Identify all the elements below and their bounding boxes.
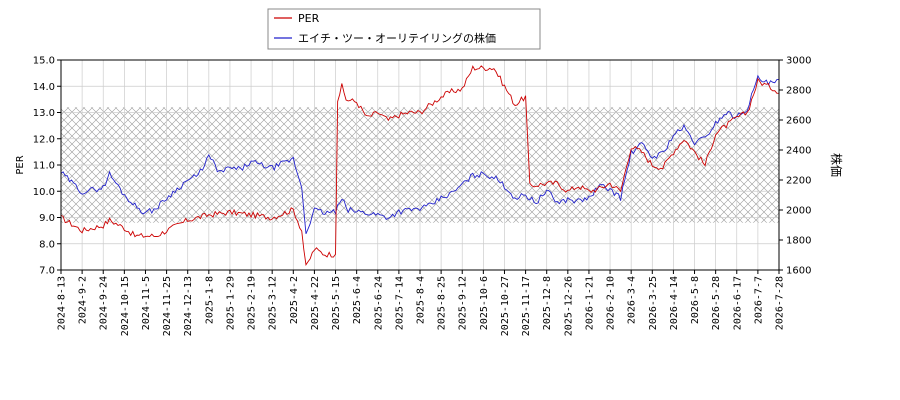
y-left-tick-label: 14.0 [33, 82, 55, 93]
x-tick-label: 2026-2-10 [606, 276, 617, 330]
x-tick-label: 2026-7-7 [753, 276, 764, 324]
y-right-tick-label: 1800 [786, 236, 811, 247]
x-tick-label: 2025-10-27 [500, 276, 511, 336]
x-tick-label: 2024-9-24 [99, 276, 110, 330]
y-left-tick-label: 15.0 [33, 56, 55, 67]
y-left-tick-label: 10.0 [33, 187, 55, 198]
x-tick-label: 2026-5-28 [711, 276, 722, 330]
y-axis-right-label: 株価 [829, 153, 844, 177]
y-left-tick-label: 7.0 [39, 266, 55, 277]
y-right-tick-label: 2400 [786, 146, 811, 157]
y-right-tick-label: 2200 [786, 176, 811, 187]
x-tick-label: 2025-11-17 [521, 276, 532, 336]
per-series-line [61, 65, 779, 266]
x-tick-label: 2025-6-24 [373, 276, 384, 330]
y-axis-left: 7.0 8.0 9.0 10.0 11.0 12.0 13.0 14.0 15.0 [33, 56, 61, 277]
y-right-tick-label: 1600 [786, 266, 811, 277]
x-tick-label: 2024-10-15 [120, 276, 131, 336]
x-tick-label: 2025-9-12 [458, 276, 469, 330]
y-left-tick-label: 13.0 [33, 108, 55, 119]
x-tick-label: 2025-12-8 [542, 276, 553, 330]
x-tick-label: 2026-5-8 [690, 276, 701, 324]
x-tick-label: 2026-6-17 [732, 276, 743, 330]
x-tick-label: 2025-8-25 [437, 276, 448, 330]
x-tick-label: 2026-7-28 [775, 276, 786, 330]
x-tick-label: 2025-4-2 [289, 276, 300, 324]
grid-lines [60, 59, 780, 271]
x-tick-label: 2025-7-14 [394, 276, 405, 330]
x-tick-label: 2025-6-4 [352, 276, 363, 324]
y-right-tick-label: 2000 [786, 206, 811, 217]
x-tick-label: 2024-12-13 [183, 276, 194, 336]
x-tick-label: 2026-3-4 [627, 276, 638, 324]
x-tick-label: 2025-5-15 [331, 276, 342, 330]
x-tick-label: 2025-8-4 [416, 276, 427, 324]
x-tick-label: 2025-10-6 [479, 276, 490, 330]
y-left-tick-label: 11.0 [33, 161, 55, 172]
x-tick-label: 2026-1-21 [584, 276, 595, 330]
y-axis-left-label: PER [15, 155, 26, 174]
x-tick-label: 2024-8-13 [57, 276, 68, 330]
y-right-tick-label: 2800 [786, 86, 811, 97]
x-tick-label: 2025-1-8 [204, 276, 215, 324]
x-tick-label: 2025-1-29 [225, 276, 236, 330]
x-axis: 2024-8-13 2024-9-2 2024-9-24 2024-10-15 2024… [57, 270, 786, 336]
x-tick-label: 2025-4-22 [310, 276, 321, 330]
y-right-tick-label: 3000 [786, 56, 811, 67]
y-axis-right: 1600 1800 2000 2200 2400 2600 2800 3000 [779, 56, 811, 277]
y-left-tick-label: 8.0 [39, 239, 55, 250]
x-tick-label: 2024-9-2 [78, 276, 89, 324]
y-left-tick-label: 9.0 [39, 213, 55, 224]
x-tick-label: 2024-11-5 [141, 276, 152, 330]
price-series-line [61, 74, 779, 235]
y-right-tick-label: 2600 [786, 116, 811, 127]
legend-label-per: PER [298, 12, 320, 25]
y-left-tick-label: 12.0 [33, 134, 55, 145]
x-tick-label: 2025-12-26 [563, 276, 574, 336]
x-tick-label: 2026-4-14 [669, 276, 680, 330]
x-tick-label: 2026-3-25 [648, 276, 659, 330]
x-tick-label: 2025-3-12 [268, 276, 279, 330]
legend-label-price: エイチ・ツー・オーリテイリングの株価 [298, 31, 496, 45]
x-tick-label: 2024-11-25 [162, 276, 173, 336]
x-tick-label: 2025-2-19 [247, 276, 258, 330]
legend: PER エイチ・ツー・オーリテイリングの株価 [267, 8, 541, 50]
